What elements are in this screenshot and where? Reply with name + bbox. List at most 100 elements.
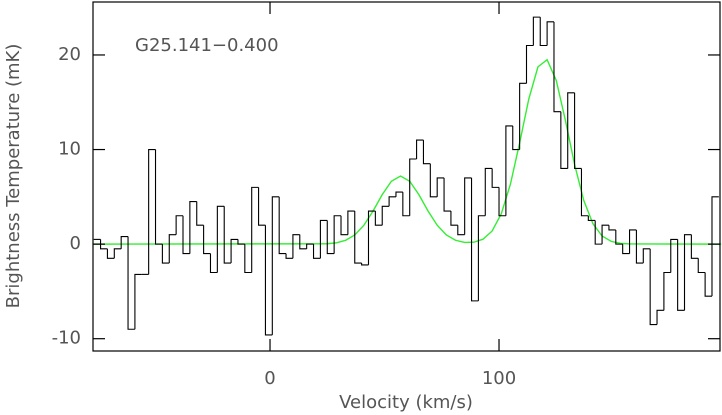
channel [347, 210, 355, 235]
channel [416, 139, 424, 159]
channel [312, 244, 321, 259]
y-tick-label: -10 [52, 328, 81, 349]
channel [326, 220, 335, 255]
channel [203, 225, 211, 255]
channel [100, 239, 108, 250]
channel [690, 234, 699, 259]
channel [470, 177, 479, 302]
channel [196, 201, 204, 226]
channel [553, 21, 561, 113]
channel [367, 210, 376, 265]
channel [381, 205, 390, 226]
channel [704, 272, 712, 297]
channel [532, 16, 541, 46]
channel [512, 125, 520, 151]
channel [601, 224, 609, 245]
channel [594, 220, 603, 245]
channel [477, 215, 486, 301]
channel [285, 253, 293, 259]
channel [182, 215, 190, 255]
y-tick-label: 0 [70, 233, 81, 254]
channel [264, 225, 273, 336]
channel [306, 243, 314, 249]
channel [409, 158, 417, 216]
channel [663, 271, 671, 311]
channel [258, 187, 266, 226]
channel [683, 234, 692, 311]
channel [457, 225, 465, 236]
channel [464, 177, 472, 235]
channel [546, 21, 554, 46]
channel [642, 248, 651, 264]
channel [615, 229, 623, 245]
y-axis-label: Brightness Temperature (mK) [3, 44, 24, 309]
channel [539, 17, 548, 47]
channel [505, 125, 513, 216]
x-axis-label: Velocity (km/s) [339, 392, 473, 413]
channel [154, 149, 163, 245]
y-tick-label: 20 [58, 44, 81, 65]
channel [113, 248, 122, 259]
channel [333, 215, 342, 254]
channel [161, 244, 170, 264]
channel [230, 238, 238, 264]
channel [670, 238, 678, 273]
channel [519, 82, 527, 150]
channel [580, 168, 589, 217]
channel [361, 263, 369, 266]
channel [525, 44, 534, 84]
plot-frame [92, 1, 721, 352]
channel [422, 140, 431, 165]
channel [278, 196, 287, 255]
channel [251, 186, 259, 273]
channel [574, 92, 582, 170]
channel [244, 244, 252, 274]
channel [189, 201, 197, 254]
channel [148, 148, 156, 275]
channel [450, 211, 458, 226]
channel [677, 239, 685, 311]
channel [656, 309, 664, 325]
channel [622, 244, 630, 255]
channel [374, 211, 383, 226]
channel [395, 191, 403, 197]
channel [120, 236, 129, 249]
channel [587, 215, 596, 222]
y-tick-label: 10 [58, 139, 81, 160]
channel [429, 163, 438, 198]
channel [106, 248, 115, 259]
channel [560, 111, 568, 170]
channel [354, 211, 362, 264]
annotation: G25.141−0.400 [135, 35, 279, 56]
channel [436, 177, 445, 197]
channel [711, 196, 719, 297]
channel [567, 92, 575, 169]
channel [443, 177, 451, 212]
channel [402, 192, 410, 217]
channel [134, 273, 142, 330]
channel [168, 234, 177, 264]
channel [697, 258, 706, 274]
channel [271, 196, 280, 335]
channel [237, 239, 245, 245]
channel [491, 168, 500, 188]
channel [127, 236, 135, 330]
channel [388, 196, 396, 207]
x-tick-label: 0 [264, 368, 275, 389]
channel [649, 248, 658, 326]
channel [292, 234, 300, 259]
channel [223, 206, 232, 264]
channel [608, 225, 616, 231]
x-tick-label: 100 [482, 368, 516, 389]
channel [498, 187, 506, 217]
channel [216, 205, 225, 273]
channel [175, 215, 183, 235]
channel [209, 253, 218, 274]
channel [319, 219, 328, 259]
channel [299, 234, 307, 250]
channel [629, 229, 637, 254]
channel [635, 229, 644, 264]
channel [340, 215, 348, 236]
